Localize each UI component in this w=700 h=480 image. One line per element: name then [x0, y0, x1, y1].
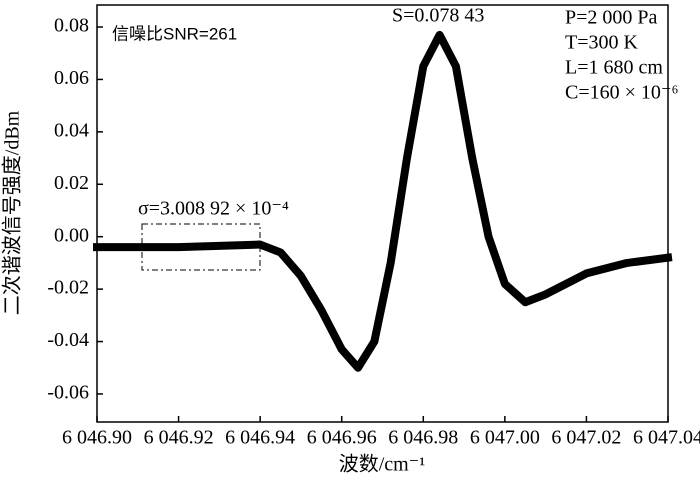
x-tick-label: 6 046.96: [307, 427, 377, 449]
y-tick-label: -0.06: [47, 382, 89, 404]
y-tick-label: 0.02: [54, 172, 89, 194]
y-axis-label: 二次谐波信号强度/dBm: [1, 110, 24, 315]
y-tick-label: 0.00: [54, 224, 89, 246]
plot-frame: [96, 4, 669, 423]
x-axis-label: 波数/cm⁻¹: [339, 453, 426, 476]
sigma-annotation: σ=3.008 92 × 10⁻⁴: [138, 198, 289, 220]
data-line: [93, 30, 673, 372]
param-annotation: L=1 680 cm: [565, 57, 663, 79]
x-tick-label: 6 046.94: [225, 427, 295, 449]
param-annotation: P=2 000 Pa: [565, 7, 658, 29]
x-tick-label: 6 046.98: [388, 427, 458, 449]
peak-annotation: S=0.078 43: [392, 5, 484, 27]
param-annotation: C=160 × 10⁻⁶: [565, 82, 678, 104]
x-tick-label: 6 046.92: [144, 427, 214, 449]
y-tick-label: 0.06: [54, 67, 89, 89]
param-annotation: T=300 K: [565, 32, 638, 54]
y-tick-label: 0.04: [54, 119, 89, 141]
y-tick-label: -0.02: [47, 277, 89, 299]
x-tick-label: 6 047.02: [551, 427, 621, 449]
y-tick-label: -0.04: [47, 329, 89, 351]
x-tick-label: 6 047.04: [633, 427, 700, 449]
x-tick-label: 6 047.00: [470, 427, 540, 449]
x-tick-label: 6 046.90: [62, 427, 132, 449]
snr-annotation: 信噪比SNR=261: [112, 24, 237, 43]
y-tick-label: 0.08: [54, 15, 89, 37]
